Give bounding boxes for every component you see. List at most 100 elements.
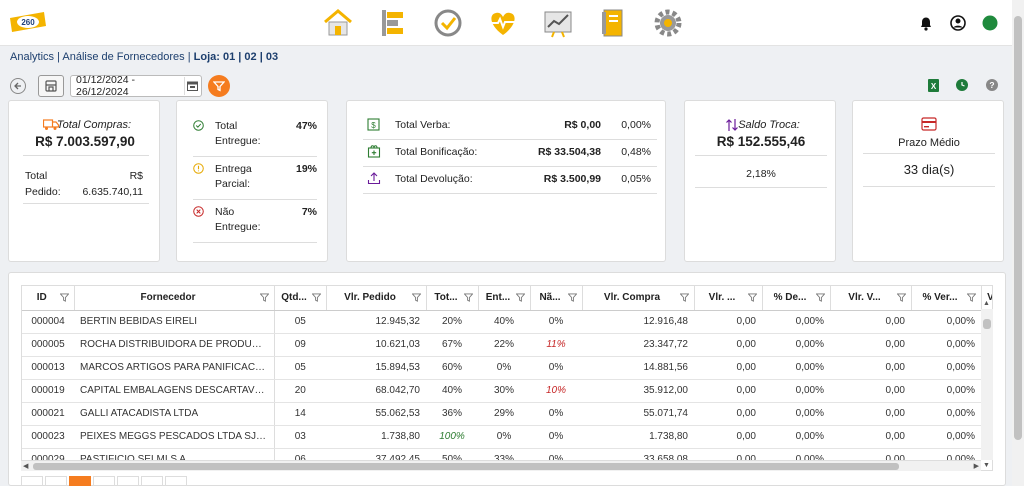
page-2-button[interactable] bbox=[93, 476, 115, 486]
bell-icon[interactable] bbox=[916, 13, 936, 33]
breadcrumb-path: Analytics | Análise de Fornecedores | bbox=[10, 51, 194, 63]
table-cell: 0% bbox=[478, 356, 530, 380]
heart-pulse-icon[interactable] bbox=[477, 6, 529, 40]
page-scrollbar[interactable] bbox=[1012, 0, 1024, 486]
apply-filter-button[interactable] bbox=[208, 75, 230, 97]
back-button[interactable] bbox=[10, 78, 26, 94]
column-filter-icon[interactable] bbox=[59, 293, 69, 302]
table-cell: 0% bbox=[530, 310, 582, 334]
home-icon[interactable] bbox=[312, 6, 364, 40]
column-header-9[interactable]: % De... bbox=[762, 286, 831, 311]
column-header-5[interactable]: Ent... bbox=[478, 286, 531, 311]
chart-icon[interactable] bbox=[532, 6, 584, 40]
table-cell: 1.738,80 bbox=[582, 425, 694, 449]
table-row[interactable]: 000021 GALLI ATACADISTA LTDA 14 55.062,53 36… bbox=[22, 402, 992, 426]
table-cell: 1.738,80 bbox=[326, 425, 426, 449]
column-header-0[interactable]: ID bbox=[22, 286, 75, 311]
app-logo[interactable]: 260 bbox=[8, 10, 48, 34]
table-cell: 40% bbox=[426, 379, 478, 403]
troca-title: Saldo Troca: bbox=[738, 119, 800, 131]
page-first-button[interactable] bbox=[21, 476, 43, 486]
page-3-button[interactable] bbox=[117, 476, 139, 486]
column-filter-icon[interactable] bbox=[259, 293, 269, 302]
filter-toolbar: 01/12/2024 - 26/12/2024 bbox=[10, 74, 230, 98]
page-next-button[interactable] bbox=[141, 476, 163, 486]
column-header-7[interactable]: Vlr. Compra bbox=[582, 286, 695, 311]
date-range-field[interactable]: 01/12/2024 - 26/12/2024 bbox=[70, 74, 202, 98]
table-row[interactable]: 000004 BERTIN BEBIDAS EIRELI 05 12.945,32 20… bbox=[22, 310, 992, 334]
list-icon[interactable] bbox=[367, 6, 419, 40]
grid-vertical-scrollbar[interactable]: ▲ ▼ bbox=[981, 300, 993, 469]
page-1-button[interactable] bbox=[69, 476, 91, 486]
table-cell: 0,00% bbox=[911, 379, 981, 403]
table-cell: 0,00 bbox=[694, 310, 762, 334]
troca-value: R$ 152.555,46 bbox=[716, 134, 806, 149]
column-header-11[interactable]: % Ver... bbox=[911, 286, 982, 311]
column-filter-icon[interactable] bbox=[463, 293, 473, 302]
table-cell: GALLI ATACADISTA LTDA bbox=[74, 402, 275, 426]
table-cell: 55.062,53 bbox=[326, 402, 426, 426]
column-filter-icon[interactable] bbox=[815, 293, 825, 302]
store-select-button[interactable] bbox=[38, 75, 64, 97]
help-icon[interactable]: ? bbox=[985, 78, 999, 92]
column-header-6[interactable]: Nã... bbox=[530, 286, 583, 311]
table-cell: 0,00% bbox=[911, 356, 981, 380]
table-cell: 15.894,53 bbox=[326, 356, 426, 380]
column-filter-icon[interactable] bbox=[966, 293, 976, 302]
swap-arrows-icon bbox=[725, 118, 739, 132]
compras-title: Total Compras: bbox=[56, 119, 132, 131]
total-verba-row: $ Total Verba: R$ 0,00 0,00% bbox=[363, 113, 657, 140]
check-clock-icon[interactable] bbox=[422, 6, 474, 40]
page-last-button[interactable] bbox=[165, 476, 187, 486]
truck-icon bbox=[42, 119, 60, 131]
prazo-medio-card: Prazo Médio 33 dia(s) bbox=[852, 100, 1004, 262]
table-cell: 0,00% bbox=[762, 379, 830, 403]
column-filter-icon[interactable] bbox=[896, 293, 906, 302]
column-header-1[interactable]: Fornecedor bbox=[74, 286, 275, 311]
table-cell: 000019 bbox=[22, 379, 74, 403]
table-row[interactable]: 000023 PEIXES MEGGS PESCADOS LTDA SJBV 03 1… bbox=[22, 425, 992, 449]
breadcrumb-stores: Loja: 01 | 02 | 03 bbox=[193, 51, 279, 63]
column-header-4[interactable]: Tot... bbox=[426, 286, 479, 311]
warning-circle-icon bbox=[193, 163, 204, 174]
grid-horizontal-scrollbar[interactable]: ◀ ▶ bbox=[21, 460, 981, 471]
table-cell: 10% bbox=[530, 379, 582, 403]
column-filter-icon[interactable] bbox=[515, 293, 525, 302]
column-filter-icon[interactable] bbox=[311, 293, 321, 302]
saldo-troca-card: Saldo Troca: R$ 152.555,46 2,18% bbox=[684, 100, 836, 262]
notebook-icon[interactable] bbox=[587, 6, 639, 40]
table-cell: 0,00% bbox=[762, 310, 830, 334]
table-cell: 0,00 bbox=[830, 402, 911, 426]
gear-icon[interactable] bbox=[642, 6, 694, 40]
excel-export-icon[interactable]: X bbox=[926, 78, 940, 92]
table-cell: 0% bbox=[530, 425, 582, 449]
table-header-row: ID Fornecedor Qtd... Vlr. Pedido Tot... Ent..… bbox=[22, 286, 992, 311]
breadcrumb: Analytics | Análise de Fornecedores | Lo… bbox=[10, 51, 278, 63]
table-cell: 0,00% bbox=[911, 425, 981, 449]
history-icon[interactable] bbox=[955, 78, 969, 92]
table-cell: 67% bbox=[426, 333, 478, 357]
column-filter-icon[interactable] bbox=[747, 293, 757, 302]
table-cell: 23.347,72 bbox=[582, 333, 694, 357]
column-filter-icon[interactable] bbox=[679, 293, 689, 302]
pedido-label: Total Pedido: bbox=[25, 170, 61, 198]
prazo-title: Prazo Médio bbox=[898, 137, 960, 149]
compras-value: R$ 7.003.597,90 bbox=[35, 134, 135, 149]
column-header-10[interactable]: Vlr. V... bbox=[830, 286, 912, 311]
column-filter-icon[interactable] bbox=[567, 293, 577, 302]
column-header-8[interactable]: Vlr. ... bbox=[694, 286, 763, 311]
column-filter-icon[interactable] bbox=[411, 293, 421, 302]
prazo-value: 33 dia(s) bbox=[903, 162, 955, 177]
store-icon bbox=[45, 80, 57, 92]
calendar-icon[interactable] bbox=[183, 77, 201, 95]
table-cell: 000023 bbox=[22, 425, 74, 449]
table-cell: 29% bbox=[478, 402, 530, 426]
column-header-2[interactable]: Qtd... bbox=[274, 286, 327, 311]
column-header-3[interactable]: Vlr. Pedido bbox=[326, 286, 427, 311]
user-icon[interactable] bbox=[948, 13, 968, 33]
page-prev-button[interactable] bbox=[45, 476, 67, 486]
table-cell: 20 bbox=[274, 379, 326, 403]
